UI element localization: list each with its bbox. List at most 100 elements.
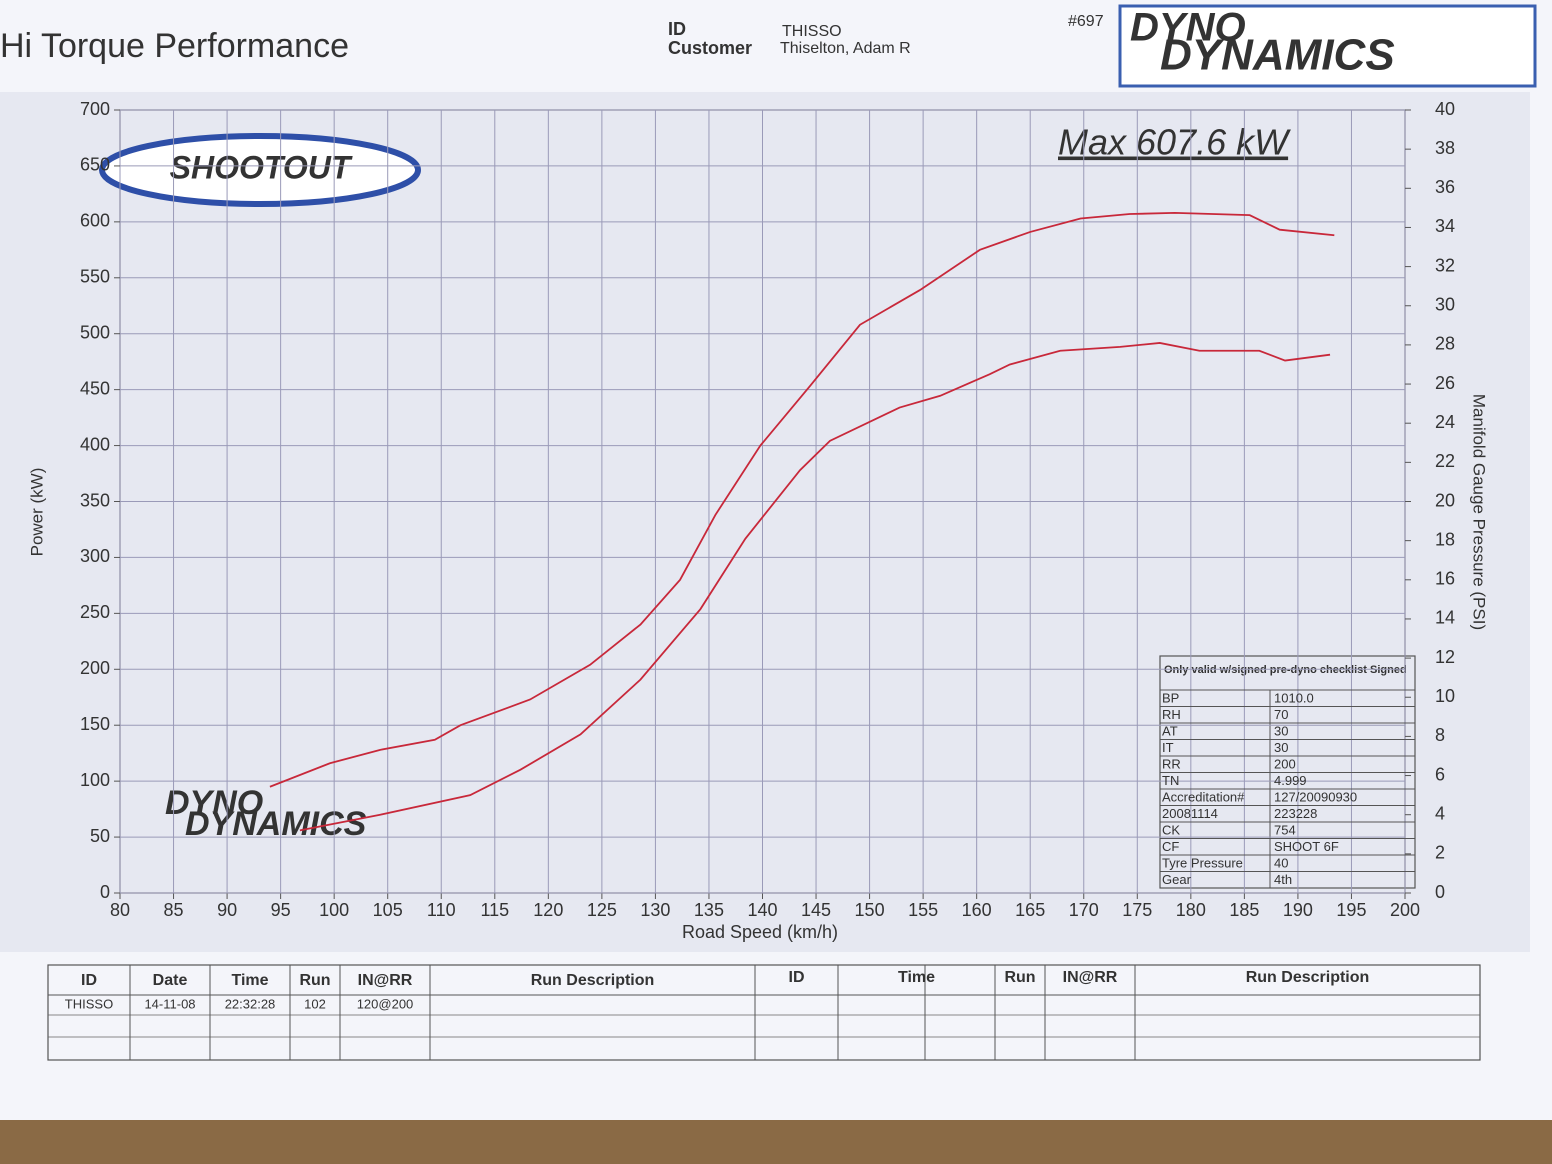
- y2-tick-label: 34: [1435, 216, 1455, 236]
- y2-tick-label: 36: [1435, 177, 1455, 197]
- x-tick-label: 90: [217, 900, 237, 920]
- y2-tick-label: 18: [1435, 529, 1455, 549]
- info-cell: 40: [1274, 856, 1288, 871]
- info-cell: 30: [1274, 740, 1288, 755]
- sheet-number: #697: [1068, 13, 1104, 30]
- run-cell: 22:32:28: [225, 996, 276, 1011]
- run-header: Run Description: [1246, 969, 1370, 986]
- x-tick-label: 145: [801, 900, 831, 920]
- x-tick-label: 100: [319, 900, 349, 920]
- info-cell: 127/20090930: [1274, 790, 1357, 805]
- y2-tick-label: 6: [1435, 764, 1445, 784]
- x-tick-label: 195: [1336, 900, 1366, 920]
- info-cell: 20081114: [1162, 806, 1218, 821]
- y-tick-label: 200: [80, 658, 110, 678]
- run-header: Run: [1004, 969, 1035, 986]
- info-cell: IT: [1162, 740, 1174, 755]
- x-tick-label: 180: [1176, 900, 1206, 920]
- y2-tick-label: 10: [1435, 686, 1455, 706]
- x-tick-label: 105: [373, 900, 403, 920]
- y2-tick-label: 2: [1435, 843, 1445, 863]
- logo: SHOOTOUT: [170, 149, 353, 185]
- y-tick-label: 650: [80, 155, 110, 175]
- y-tick-label: 150: [80, 714, 110, 734]
- y-tick-label: 400: [80, 434, 110, 454]
- y2-tick-label: 20: [1435, 490, 1455, 510]
- customer-value: Thiselton, Adam R: [780, 40, 911, 57]
- info-cell: CK: [1162, 823, 1180, 838]
- run-cell: 102: [304, 996, 326, 1011]
- run-header: Run Description: [531, 972, 655, 989]
- run-header: ID: [81, 972, 97, 989]
- brand-bottom: DYNAMICS: [1160, 31, 1395, 80]
- info-cell: Accreditation#: [1162, 790, 1245, 805]
- y-tick-label: 50: [90, 826, 110, 846]
- y2-tick-label: 40: [1435, 99, 1455, 119]
- run-header: Time: [898, 969, 935, 986]
- run-cell: 120@200: [357, 996, 414, 1011]
- y-tick-label: 0: [100, 882, 110, 902]
- y-tick-label: 700: [80, 99, 110, 119]
- run-header: Time: [231, 972, 268, 989]
- x-tick-label: 140: [747, 900, 777, 920]
- info-cell: AT: [1162, 724, 1178, 739]
- y-axis-label: Power (kW): [27, 468, 46, 557]
- info-cell: 30: [1274, 724, 1288, 739]
- y2-axis-label: Manifold Gauge Pressure (PSI): [1470, 394, 1489, 630]
- y2-tick-label: 32: [1435, 255, 1455, 275]
- y-tick-label: 100: [80, 770, 110, 790]
- y-tick-label: 500: [80, 322, 110, 342]
- annotation: Max 607.6 kW: [1058, 122, 1291, 163]
- y2-tick-label: 30: [1435, 295, 1455, 315]
- run-header: IN@RR: [1063, 969, 1118, 986]
- x-tick-label: 130: [640, 900, 670, 920]
- y2-tick-label: 26: [1435, 373, 1455, 393]
- x-axis-label: Road Speed (km/h): [682, 922, 838, 942]
- y2-tick-label: 16: [1435, 569, 1455, 589]
- y-tick-label: 550: [80, 267, 110, 287]
- run-header: Run: [299, 972, 330, 989]
- y2-tick-label: 0: [1435, 882, 1445, 902]
- x-tick-label: 165: [1015, 900, 1045, 920]
- id-value: THISSO: [782, 23, 842, 40]
- y2-tick-label: 4: [1435, 803, 1445, 823]
- plot-panel: [0, 92, 1530, 952]
- x-tick-label: 190: [1283, 900, 1313, 920]
- x-tick-label: 95: [271, 900, 291, 920]
- info-cell: RR: [1162, 757, 1181, 772]
- info-cell: Tyre Pressure: [1162, 856, 1243, 871]
- y2-tick-label: 8: [1435, 725, 1445, 745]
- x-tick-label: 125: [587, 900, 617, 920]
- line-series: [269, 212, 1335, 788]
- x-tick-label: 160: [962, 900, 992, 920]
- run-header: IN@RR: [358, 972, 413, 989]
- info-cell: BP: [1162, 691, 1179, 706]
- y-tick-label: 450: [80, 378, 110, 398]
- x-tick-label: 85: [164, 900, 184, 920]
- info-cell: 4.999: [1274, 773, 1307, 788]
- x-tick-label: 200: [1390, 900, 1420, 920]
- y2-tick-label: 28: [1435, 334, 1455, 354]
- run-header: ID: [789, 969, 805, 986]
- info-cell: 70: [1274, 707, 1288, 722]
- info-cell: SHOOT 6F: [1274, 839, 1339, 854]
- x-tick-label: 175: [1122, 900, 1152, 920]
- info-cell: 200: [1274, 757, 1296, 772]
- info-note: Only valid w/signed pre-dyno checklist S…: [1164, 664, 1407, 676]
- x-tick-label: 115: [480, 900, 509, 920]
- title: Hi Torque Performance: [0, 27, 349, 65]
- info-cell: 223228: [1274, 806, 1317, 821]
- info-cell: Gear: [1162, 872, 1192, 887]
- info-cell: CF: [1162, 839, 1179, 854]
- info-cell: 4th: [1274, 872, 1292, 887]
- customer-label: Customer: [668, 38, 752, 58]
- x-tick-label: 155: [908, 900, 938, 920]
- line-series: [299, 342, 1331, 832]
- id-label: ID: [668, 19, 686, 39]
- y-tick-label: 250: [80, 602, 110, 622]
- brand-top: DYNO: [1130, 6, 1246, 50]
- run-header: Date: [153, 972, 188, 989]
- y2-tick-label: 14: [1435, 608, 1455, 628]
- x-tick-label: 150: [855, 900, 885, 920]
